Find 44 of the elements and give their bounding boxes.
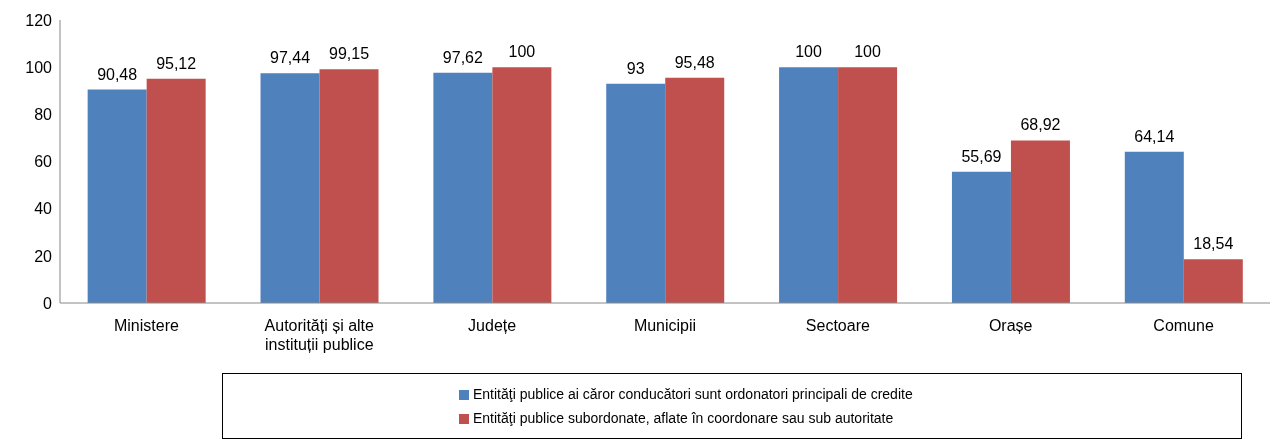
bar (1124, 151, 1184, 303)
x-tick-label: Autorități și alte instituții publice (264, 317, 375, 353)
bar (433, 72, 493, 303)
bar (1183, 259, 1243, 303)
x-tick-label: Ministere (113, 317, 179, 334)
data-label: 100 (795, 43, 823, 61)
x-tick-label: Orașe (988, 317, 1033, 334)
data-label: 93 (626, 59, 645, 77)
y-tick-label: 40 (34, 200, 53, 218)
bar (951, 171, 1011, 303)
x-tick-label: Comune (1153, 317, 1214, 334)
data-label: 100 (854, 43, 882, 61)
legend-label: Entităţi publice subordonate, aflate în coordonare sau sub autoritate (473, 410, 894, 426)
y-tick-label: 0 (43, 294, 53, 312)
bar (492, 67, 552, 303)
bar (838, 67, 898, 303)
bar (779, 67, 839, 303)
data-label: 95,48 (674, 53, 715, 71)
data-label: 55,69 (961, 147, 1002, 165)
data-label: 99,15 (328, 45, 370, 63)
y-tick-label: 60 (34, 153, 53, 171)
y-tick-label: 120 (25, 11, 53, 29)
bar (606, 83, 666, 303)
x-tick-label: Municipii (633, 317, 697, 334)
data-label: 97,62 (442, 48, 483, 66)
data-label: 64,14 (1134, 127, 1175, 145)
bar (319, 69, 379, 303)
x-tick-label: Județe (468, 317, 517, 334)
legend-label: Entităţi publice ai căror conducători sunt ordonatori principali de credite (473, 386, 913, 402)
data-label: 95,12 (156, 54, 197, 72)
data-label: 97,44 (269, 49, 311, 67)
bar (87, 89, 147, 303)
data-label: 90,48 (97, 65, 138, 83)
y-tick-label: 20 (34, 247, 53, 265)
data-label: 100 (508, 43, 536, 61)
data-label: 18,54 (1193, 235, 1234, 253)
bar (260, 73, 320, 303)
bar (665, 77, 725, 303)
y-tick-label: 80 (34, 106, 53, 124)
x-tick-label: Sectoare (805, 317, 870, 334)
data-label: 68,92 (1020, 116, 1061, 134)
y-tick-label: 100 (25, 58, 53, 76)
bar (1010, 140, 1070, 303)
bar (146, 78, 206, 303)
